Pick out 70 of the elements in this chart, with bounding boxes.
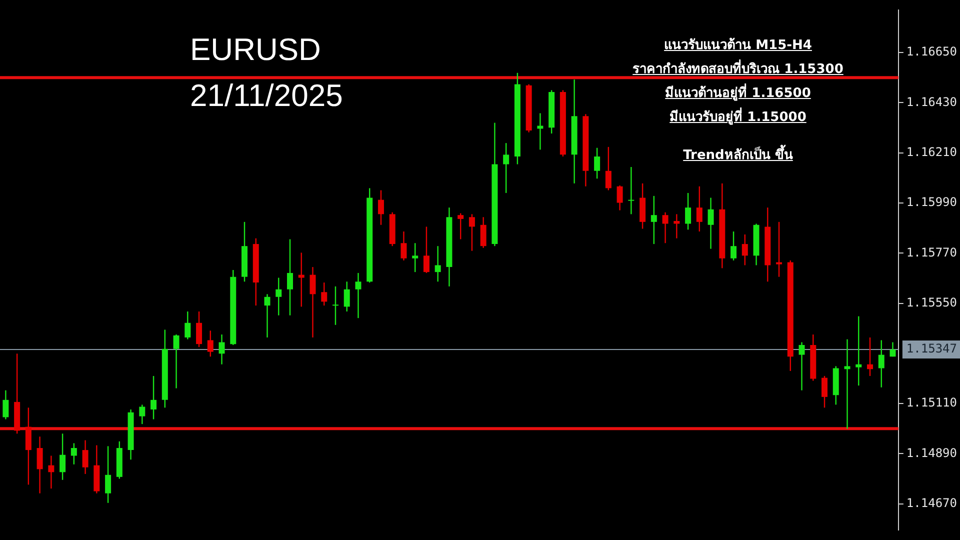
candlestick (150, 375, 157, 420)
candlestick (594, 147, 600, 180)
candlestick (480, 216, 486, 248)
y-tick-label: 1.16650 (906, 44, 958, 59)
candlestick (878, 340, 884, 388)
y-tick-label: 1.16210 (906, 144, 958, 159)
candlestick (321, 282, 328, 306)
candlestick (844, 338, 850, 430)
y-tick-label: 1.14670 (906, 496, 958, 510)
y-tick-label: 1.16430 (906, 94, 958, 109)
candlestick (708, 197, 714, 250)
candlestick (856, 316, 862, 386)
candlestick (2, 390, 9, 420)
candlestick (662, 212, 668, 244)
candlestick (276, 277, 282, 316)
candlestick (173, 334, 180, 389)
candlestick (82, 440, 88, 475)
y-tick-label: 1.14890 (906, 446, 958, 460)
candlestick (412, 242, 418, 273)
candlestick (650, 195, 657, 245)
candlestick (458, 212, 464, 240)
candlestick (685, 192, 692, 230)
candlestick (822, 375, 828, 408)
candlestick (400, 230, 407, 262)
y-tick-label: 1.15110 (906, 396, 958, 410)
candlestick (866, 336, 873, 377)
candlestick (696, 186, 702, 232)
annotation: ราคากำลังทดสอบที่บริเวณ 1.15300 (632, 58, 844, 79)
candlestick (287, 238, 293, 316)
annotation: Trendหลักเป็น ขึ้น (682, 144, 794, 165)
candlestick (628, 166, 634, 215)
candlestick (344, 281, 350, 312)
candlestick (616, 184, 623, 211)
y-tick-label: 1.15550 (906, 295, 958, 310)
candlestick (890, 342, 896, 358)
candlestick (196, 310, 202, 348)
candlestick (25, 407, 32, 486)
candlestick (207, 330, 214, 358)
candlestick (139, 404, 146, 425)
candlestick (537, 112, 544, 150)
candlestick (503, 142, 510, 194)
candlestick (776, 221, 782, 278)
text: 21/11/2025 (190, 78, 343, 114)
ref-line-label: 1.15347 (906, 342, 958, 356)
candlestick (70, 442, 77, 465)
candlestick (264, 294, 270, 338)
candlestick (423, 226, 430, 274)
annotation: แนวรับแนวต้าน M15-H4 (663, 36, 813, 55)
candlestick (218, 334, 225, 365)
candlestick (378, 190, 384, 226)
candlestick (184, 310, 191, 340)
candlestick (36, 436, 43, 494)
candlestick (742, 234, 748, 266)
annotation: มีแนวต้านอยู่ที่ 1.16500 (664, 82, 812, 103)
candlestick (798, 342, 805, 391)
y-tick-label: 1.15770 (906, 245, 958, 260)
annotation: มีแนวรับอยู่ที่ 1.15000 (668, 106, 808, 127)
candlestick (48, 455, 54, 490)
candlestick (355, 272, 362, 319)
candlestick (332, 286, 338, 326)
candlestick (434, 245, 441, 282)
text: EURUSD (190, 32, 321, 68)
candlestick (468, 214, 475, 252)
candlestick (310, 266, 316, 338)
y-tick-label: 1.15990 (906, 195, 958, 210)
candlestick (105, 446, 112, 504)
candlestick (605, 146, 612, 191)
candlestick (730, 230, 737, 262)
candlestick (674, 214, 680, 239)
candlestick (60, 433, 66, 480)
